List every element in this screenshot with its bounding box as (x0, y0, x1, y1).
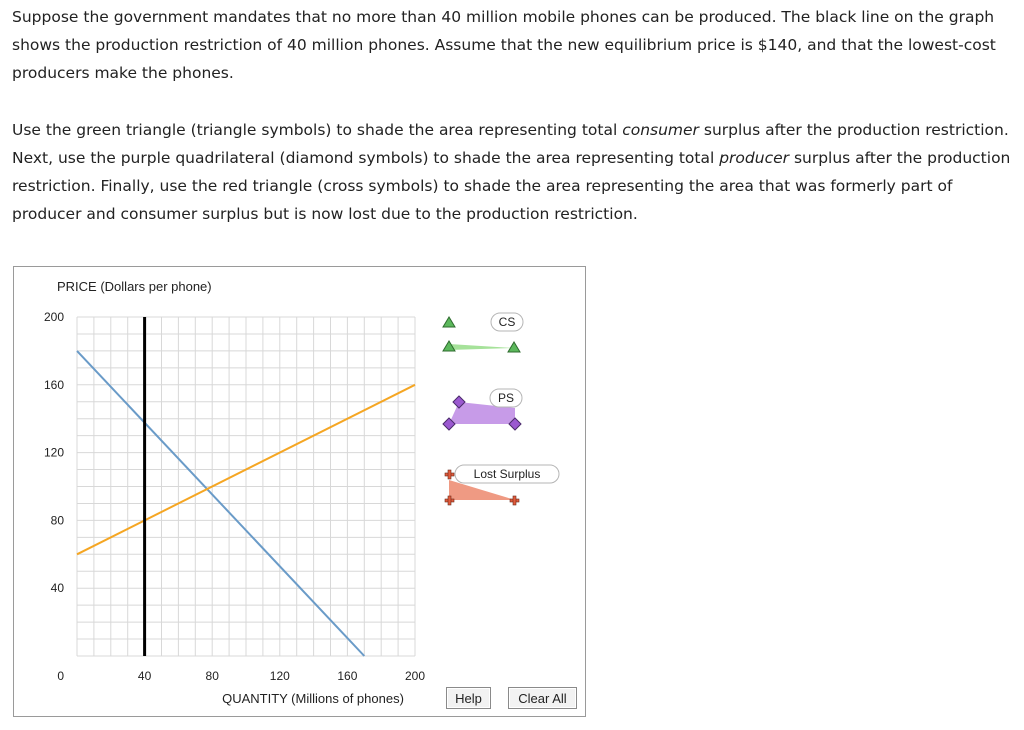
chart-series (76, 317, 416, 657)
ps-label: PS (498, 391, 514, 405)
x-tick-label: 40 (138, 669, 152, 683)
cs-label: CS (499, 315, 516, 329)
lost-surplus-sample-shape[interactable] (449, 480, 515, 500)
y-tick-label: 80 (51, 513, 65, 527)
instructions-text: Use the green triangle (triangle symbols… (12, 121, 623, 139)
diamond-marker-icon[interactable] (452, 395, 466, 409)
triangle-marker-icon[interactable] (442, 340, 456, 352)
y-tick-label: 0 (57, 669, 64, 683)
cs-label-pill (490, 312, 524, 332)
cross-marker-icon[interactable] (509, 495, 520, 506)
chart-grid (76, 316, 416, 657)
instructions-text: surplus after the production restriction… (12, 121, 1009, 167)
instructions-text: surplus after the production restriction… (12, 149, 1011, 223)
triangle-marker-icon[interactable] (507, 341, 521, 353)
supply-curve[interactable] (76, 383, 416, 556)
y-tick-label: 200 (44, 310, 64, 324)
lost-surplus-label-pill (454, 464, 560, 484)
x-axis-label: QUANTITY (Millions of phones) (222, 691, 404, 706)
x-tick-label: 200 (405, 669, 425, 683)
ps-palette-tool[interactable]: PS (442, 388, 523, 431)
demand-curve[interactable] (76, 350, 366, 657)
cross-marker-icon[interactable] (444, 495, 455, 506)
x-tick-label: 120 (270, 669, 290, 683)
clear-all-button[interactable]: Clear All (508, 687, 577, 709)
graph-panel (13, 266, 586, 717)
y-tick-label: 120 (44, 446, 64, 460)
instructions-paragraph-2: Use the green triangle (triangle symbols… (12, 116, 1012, 228)
y-tick-label: 160 (44, 378, 64, 392)
ps-sample-shape[interactable] (449, 402, 515, 424)
ps-label-pill (489, 388, 523, 408)
lost-surplus-label: Lost Surplus (474, 467, 541, 481)
cross-marker-icon[interactable] (444, 469, 455, 480)
cs-palette-tool[interactable]: CS (442, 312, 524, 353)
diamond-marker-icon[interactable] (508, 417, 522, 431)
triangle-marker-icon[interactable] (442, 316, 456, 328)
x-tick-label: 160 (337, 669, 357, 683)
cs-sample-shape[interactable] (449, 344, 514, 350)
help-button[interactable]: Help (446, 687, 491, 709)
y-axis-label: PRICE (Dollars per phone) (57, 279, 212, 294)
emphasis-consumer: consumer (622, 121, 699, 139)
y-tick-label: 40 (51, 581, 65, 595)
instructions-paragraph-1: Suppose the government mandates that no … (12, 8, 996, 82)
diamond-marker-icon[interactable] (442, 417, 456, 431)
x-tick-label: 80 (206, 669, 220, 683)
chart-ticks: 40 80 120 160 200 0 40 80 120 160 200 (44, 310, 425, 683)
emphasis-producer: producer (719, 149, 790, 167)
lost-surplus-palette-tool[interactable]: Lost Surplus (444, 464, 560, 506)
